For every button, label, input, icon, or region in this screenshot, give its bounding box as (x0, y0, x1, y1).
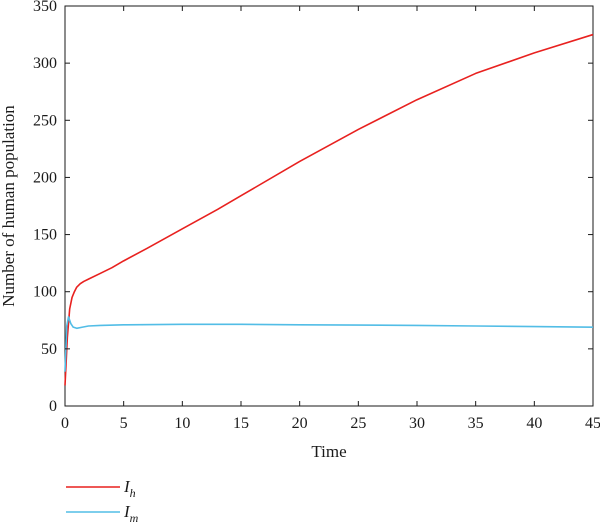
series-layer (64, 33, 594, 386)
x-tick-label: 30 (409, 415, 425, 432)
legend-entry-ih: Ih (123, 477, 136, 500)
legend-entry-main: I (123, 502, 131, 521)
series-line-ih (64, 33, 594, 386)
y-tick-label: 250 (33, 112, 57, 129)
y-tick-label: 350 (33, 0, 57, 15)
x-tick-label: 5 (120, 415, 128, 432)
y-axis-ticks: 0 50 100 150 200 250 300 350 (33, 0, 593, 415)
x-tick-label: 20 (292, 415, 308, 432)
x-tick-label: 10 (174, 415, 190, 432)
y-tick-label: 50 (41, 341, 57, 358)
series-line-im (64, 316, 594, 372)
legend-entry-subscript: h (130, 486, 136, 500)
x-axis-label: Time (311, 442, 346, 461)
y-axis-label: Number of human population (0, 105, 18, 307)
x-tick-label: 25 (350, 415, 366, 432)
plot-frame (64, 5, 594, 407)
x-tick-label: 35 (468, 415, 484, 432)
legend-entry-subscript: m (130, 511, 139, 524)
y-tick-label: 150 (33, 227, 57, 244)
plot-area (64, 5, 594, 407)
x-tick-label: 0 (61, 415, 69, 432)
y-tick-label: 100 (33, 284, 57, 301)
legend-entry-main: I (123, 477, 131, 496)
y-tick-label: 300 (33, 55, 57, 72)
x-axis-ticks: 0 5 10 15 20 25 30 35 40 45 (61, 6, 600, 432)
x-tick-label: 45 (585, 415, 600, 432)
legend-entry-im: Im (123, 502, 139, 524)
y-tick-label: 200 (33, 169, 57, 186)
y-tick-label: 0 (49, 398, 57, 415)
x-tick-label: 15 (233, 415, 249, 432)
x-tick-label: 40 (526, 415, 542, 432)
